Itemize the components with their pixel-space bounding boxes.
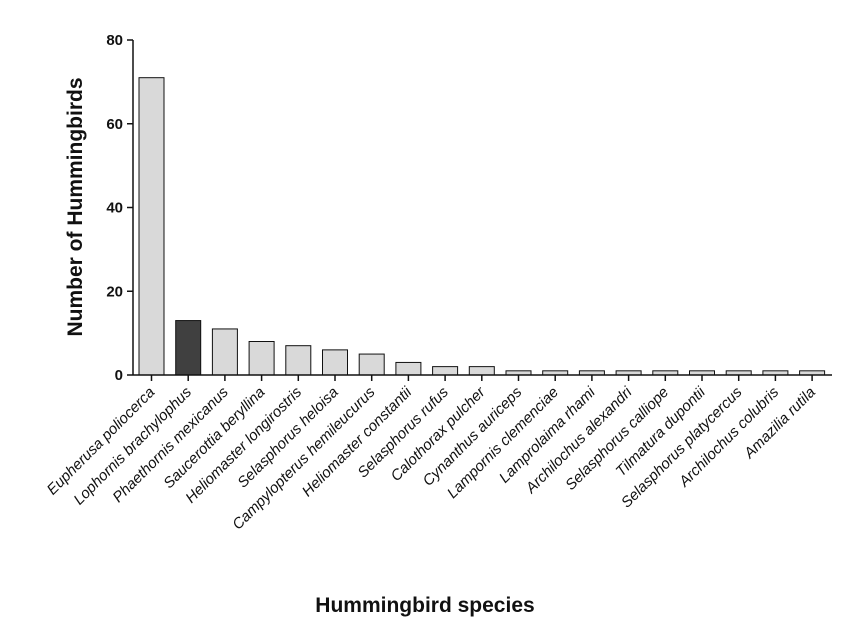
axes-group [132, 40, 832, 376]
y-tick-label: 0 [115, 367, 123, 384]
bar [468, 366, 495, 376]
bar [138, 77, 165, 376]
y-tick-label: 60 [106, 116, 123, 133]
bar [248, 341, 275, 376]
bar [322, 349, 348, 376]
y-tick-label: 40 [106, 200, 123, 217]
y-ticks-group: 0 20 40 60 80 [106, 32, 133, 384]
bar [175, 320, 202, 376]
y-tick-label: 80 [106, 32, 123, 49]
bar [358, 353, 385, 376]
bar [432, 366, 459, 376]
y-axis-title: Number of Hummingbirds [64, 77, 87, 336]
bar [395, 361, 422, 376]
y-tick-label: 20 [106, 283, 123, 300]
x-axis-title: Hummingbird species [315, 594, 534, 617]
bars-group [138, 77, 826, 376]
bar [211, 328, 238, 376]
bar [285, 345, 312, 376]
